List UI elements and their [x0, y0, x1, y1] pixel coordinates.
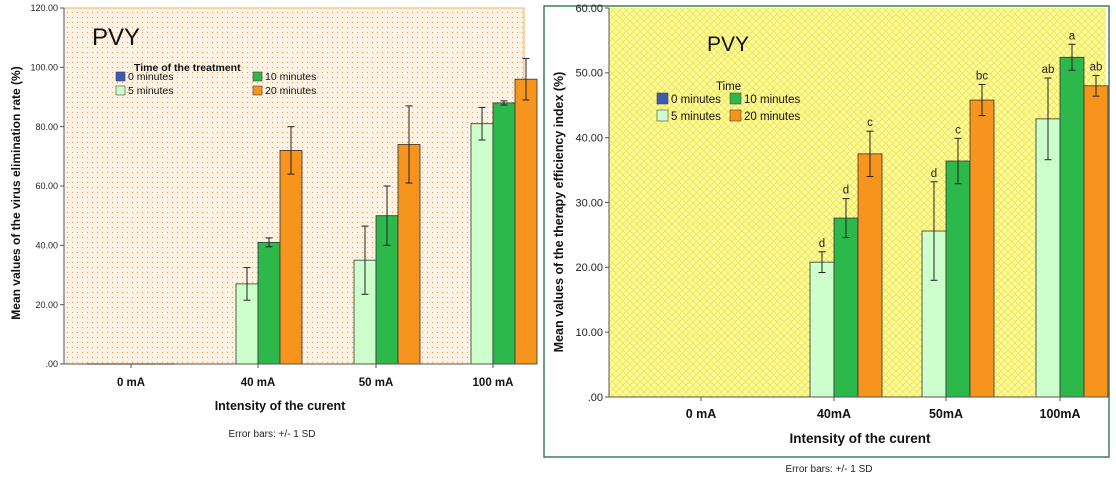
left-legend-label: 20 minutes	[265, 85, 316, 97]
right-bar	[1059, 56, 1085, 398]
right-y-tick-label: 60.00	[575, 3, 603, 15]
right-y-tick-label: 20.00	[575, 262, 603, 274]
right-significance-letter: d	[931, 168, 937, 180]
right-legend: Time 0 minutes 10 minutes 5 minutes 20 minu…	[656, 81, 801, 123]
left-axes: .00 20.00 40.00 60.00 80.00 100.00 120.00 0 mA 4…	[30, 3, 524, 389]
left-legend-swatch	[252, 85, 263, 96]
right-error-bar-note: Error bars: +/- 1 SD	[786, 464, 873, 475]
right-y-tick-label: 10.00	[575, 327, 603, 339]
left-y-tick-label: 80.00	[35, 122, 58, 132]
right-legend-swatch	[729, 109, 742, 122]
right-legend-label: 0 minutes	[671, 94, 721, 106]
left-y-tick-label: 100.00	[30, 62, 58, 72]
left-bar	[514, 78, 538, 365]
left-chart: .00 20.00 40.00 60.00 80.00 100.00 120.00 0 mA 4…	[9, 3, 538, 440]
left-bar	[257, 241, 281, 365]
right-x-tick-label: 100mA	[1040, 407, 1081, 421]
right-significance-letter: c	[867, 117, 873, 129]
right-y-axis-title: Mean values of the therapy efficiency in…	[552, 72, 566, 353]
right-significance-letter: d	[843, 185, 849, 197]
right-chart-title: PVY	[707, 33, 749, 56]
left-y-tick-label: 40.00	[35, 240, 58, 250]
left-legend-swatch	[115, 85, 126, 96]
right-significance-letter: d	[819, 238, 825, 250]
right-legend-label: 10 minutes	[744, 94, 801, 106]
right-y-tick-label: 50.00	[575, 68, 603, 80]
right-bar	[809, 261, 835, 398]
right-x-tick-label: 50mA	[929, 407, 963, 421]
right-bar	[833, 217, 859, 398]
left-y-tick-label: .00	[45, 359, 58, 369]
right-y-tick-label: .00	[588, 392, 603, 404]
left-x-tick-label: 100 mA	[473, 377, 514, 389]
left-x-tick-label: 40 mA	[241, 377, 276, 389]
right-legend-label: 5 minutes	[671, 111, 721, 123]
left-error-bar-note: Error bars: +/- 1 SD	[229, 429, 316, 440]
right-x-tick-label: 40mA	[817, 407, 851, 421]
right-chart-frame	[543, 5, 1110, 458]
left-legend-label: 5 minutes	[128, 85, 174, 97]
left-legend-label: 10 minutes	[265, 71, 316, 83]
right-significance-letter: ab	[1042, 64, 1055, 76]
left-y-tick-label: 20.00	[35, 300, 58, 310]
left-y-tick-label: 120.00	[30, 3, 58, 13]
left-y-axis-title: Mean values of the virus elimination rat…	[9, 66, 23, 319]
right-y-tick-label: 30.00	[575, 197, 603, 209]
left-y-tick-label: 60.00	[35, 181, 58, 191]
right-significance-letter: a	[1069, 30, 1076, 42]
left-bar	[492, 102, 516, 365]
right-bar	[857, 153, 883, 398]
right-bar	[1035, 118, 1061, 398]
right-legend-swatch	[656, 92, 669, 105]
right-y-tick-label: 40.00	[575, 133, 603, 145]
left-x-axis-title: Intensity of the curent	[215, 399, 346, 413]
left-legend-label: 0 minutes	[128, 71, 174, 83]
right-legend-swatch	[729, 92, 742, 105]
right-bar	[1083, 85, 1109, 398]
right-bar	[945, 160, 971, 398]
right-legend-label: 20 minutes	[744, 111, 801, 123]
left-x-tick-label: 0 mA	[117, 377, 145, 389]
right-significance-letter: c	[955, 124, 961, 136]
right-axes: .00 10.00 20.00 30.00 40.00 50.00 60.00 0 mA 40m…	[575, 3, 1106, 421]
left-legend: Time of the treatment 0 minutes 10 minute…	[115, 62, 316, 97]
left-chart-title: PVY	[92, 24, 140, 51]
right-legend-swatch	[656, 109, 669, 122]
left-bar	[470, 123, 494, 365]
left-legend-swatch	[115, 71, 126, 82]
left-bar	[279, 149, 303, 365]
left-bars	[87, 57, 538, 365]
right-x-tick-label: 0 mA	[686, 407, 717, 421]
left-legend-swatch	[252, 71, 263, 82]
right-x-axis-title: Intensity of the curent	[789, 431, 931, 446]
right-significance-letter: bc	[976, 71, 988, 83]
left-legend-title: Time of the treatment	[134, 62, 241, 74]
right-legend-title: Time	[716, 81, 741, 93]
right-chart: d d c d c bc ab a ab .00 10.00 20.00 30.00 40.00 50.0…	[552, 3, 1109, 475]
right-bar	[969, 99, 995, 398]
left-x-tick-label: 50 mA	[359, 377, 394, 389]
right-significance-letter: ab	[1090, 61, 1103, 73]
